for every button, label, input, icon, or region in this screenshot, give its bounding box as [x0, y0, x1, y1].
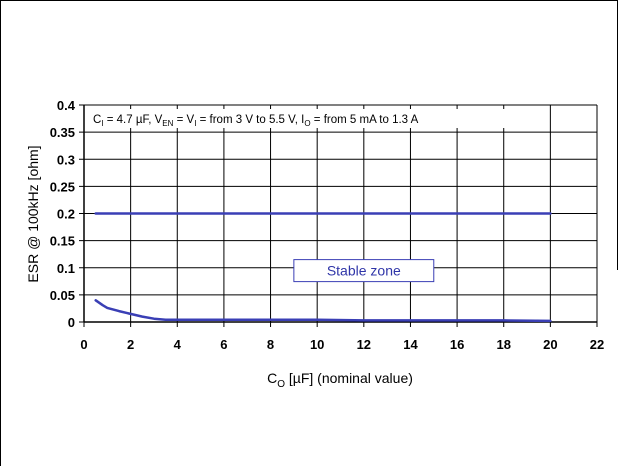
x-tick-label-0: 0	[80, 337, 87, 352]
x-axis-title: CO [µF] (nominal value)	[267, 370, 413, 390]
x-tick-label-4: 8	[267, 337, 274, 352]
series-line-1	[94, 299, 552, 323]
x-tick-label-3: 6	[220, 337, 227, 352]
y-axis-title: ESR @ 100kHz [ohm]	[25, 145, 41, 282]
y-tick-label-0: 0	[68, 315, 75, 330]
x-tick-label-10: 20	[543, 337, 557, 352]
y-tick-label-2: 0.1	[57, 261, 75, 276]
stable-zone-label: Stable zone	[327, 263, 401, 279]
y-tick-label-4: 0.2	[57, 207, 75, 222]
y-tick-label-3: 0.15	[50, 234, 75, 249]
x-tick-label-8: 16	[450, 337, 464, 352]
frame-left-border	[0, 0, 1, 466]
y-tick-label-7: 0.35	[50, 125, 75, 140]
y-tick-label-5: 0.25	[50, 179, 75, 194]
y-tick-label-8: 0.4	[57, 98, 76, 113]
annotations: CI = 4.7 µF, VEN = VI = from 3 V to 5.5 …	[87, 109, 507, 283]
x-tick-label-9: 18	[496, 337, 510, 352]
x-tick-label-11: 22	[590, 337, 604, 352]
axes	[79, 104, 598, 327]
y-tick-label-1: 0.05	[50, 288, 75, 303]
frame-right-border	[617, 0, 618, 270]
conditions-annotation: CI = 4.7 µF, VEN = VI = from 3 V to 5.5 …	[93, 114, 419, 128]
stable-zone-box	[293, 259, 435, 283]
y-tick-label-6: 0.3	[57, 152, 75, 167]
x-tick-label-6: 12	[357, 337, 371, 352]
data-series	[94, 212, 552, 323]
x-tick-label-5: 10	[310, 337, 324, 352]
x-tick-labels: 0 2 4 6 8 10 12 14 16 18 20 22	[80, 337, 604, 352]
x-tick-label-2: 4	[174, 337, 182, 352]
x-tick-label-7: 14	[403, 337, 418, 352]
y-tick-labels: 0 0.05 0.1 0.15 0.2 0.25 0.3 0.35 0.4	[50, 98, 76, 330]
conditions-box	[87, 109, 507, 128]
x-tick-label-1: 2	[127, 337, 134, 352]
frame-top-border	[0, 0, 618, 1]
